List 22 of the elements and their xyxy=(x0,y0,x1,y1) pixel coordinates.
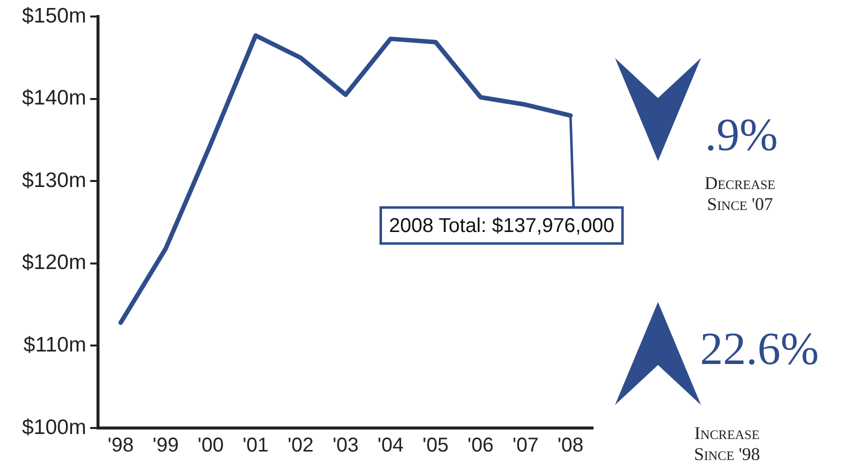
y-tick-label: $100m xyxy=(22,416,86,439)
x-tick-label: '06 xyxy=(468,434,494,457)
text: Decrease Since '07 xyxy=(704,173,776,215)
y-tick-label: $140m xyxy=(22,86,86,110)
x-tick-label: '02 xyxy=(288,434,314,457)
y-tick-label: $110m xyxy=(24,334,86,357)
y-tick-label: $120m xyxy=(22,251,86,274)
text: Increase Since '98 xyxy=(692,423,762,465)
x-tick-label: '07 xyxy=(512,434,539,457)
y-tick-label: $150m xyxy=(22,4,86,28)
text: 22.6% xyxy=(700,322,819,375)
x-tick-label: '98 xyxy=(108,434,134,457)
x-tick-label: '05 xyxy=(422,434,449,457)
text: .9% xyxy=(705,108,778,161)
x-tick-label: '04 xyxy=(378,434,404,457)
x-tick-label: '01 xyxy=(242,434,269,457)
x-tick-label: '08 xyxy=(557,434,584,457)
x-tick-label: '99 xyxy=(152,434,179,457)
x-tick-label: '03 xyxy=(332,434,359,457)
x-tick-label: '00 xyxy=(198,434,224,457)
y-tick-label: $130m xyxy=(22,168,86,192)
annotation: 2008 Total: $137,976,000 xyxy=(388,215,614,238)
